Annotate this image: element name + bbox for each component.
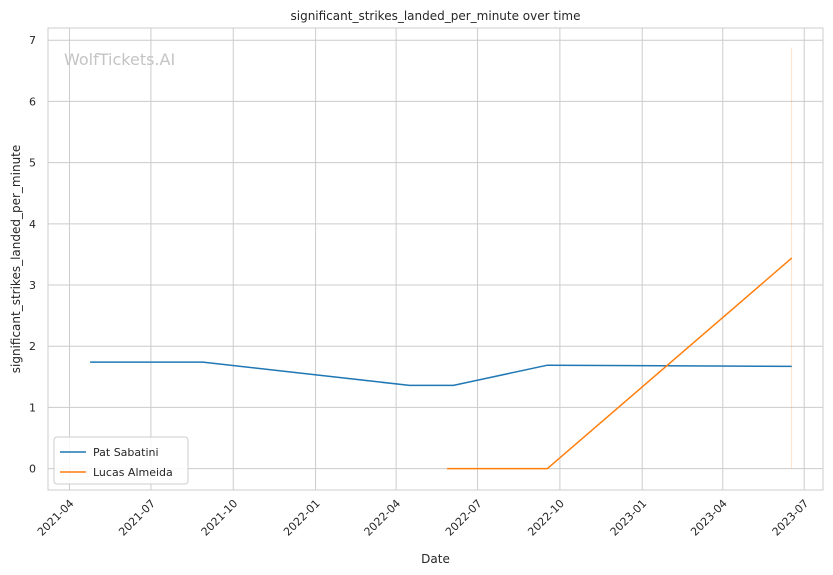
y-tick-label: 7 bbox=[29, 34, 36, 47]
y-tick-label: 5 bbox=[29, 157, 36, 170]
series-line-pat-sabatini bbox=[90, 361, 792, 387]
series-line-lucas-almeida bbox=[447, 257, 793, 470]
legend-box bbox=[53, 436, 189, 485]
legend: Pat Sabatini Lucas Almeida bbox=[53, 436, 189, 485]
plot-frame bbox=[47, 27, 824, 491]
y-tick-label: 0 bbox=[29, 463, 36, 476]
legend-label-pat-sabatini: Pat Sabatini bbox=[93, 446, 159, 459]
y-tick-label: 3 bbox=[29, 279, 36, 292]
y-tick-label: 6 bbox=[29, 95, 36, 108]
watermark: WolfTickets.AI bbox=[64, 50, 175, 69]
y-tick-labels: 0 1 2 3 4 5 6 7 bbox=[29, 34, 36, 475]
y-axis-label: significant_strikes_landed_per_minute bbox=[9, 145, 23, 374]
y-tick-label: 4 bbox=[29, 218, 36, 231]
series-layer bbox=[90, 47, 793, 470]
x-axis-label: Date bbox=[421, 552, 450, 566]
y-tick-label: 1 bbox=[29, 401, 36, 414]
chart-title: significant_strikes_landed_per_minute ov… bbox=[290, 9, 580, 23]
legend-label-lucas-almeida: Lucas Almeida bbox=[93, 466, 173, 479]
y-tick-label: 2 bbox=[29, 340, 36, 353]
